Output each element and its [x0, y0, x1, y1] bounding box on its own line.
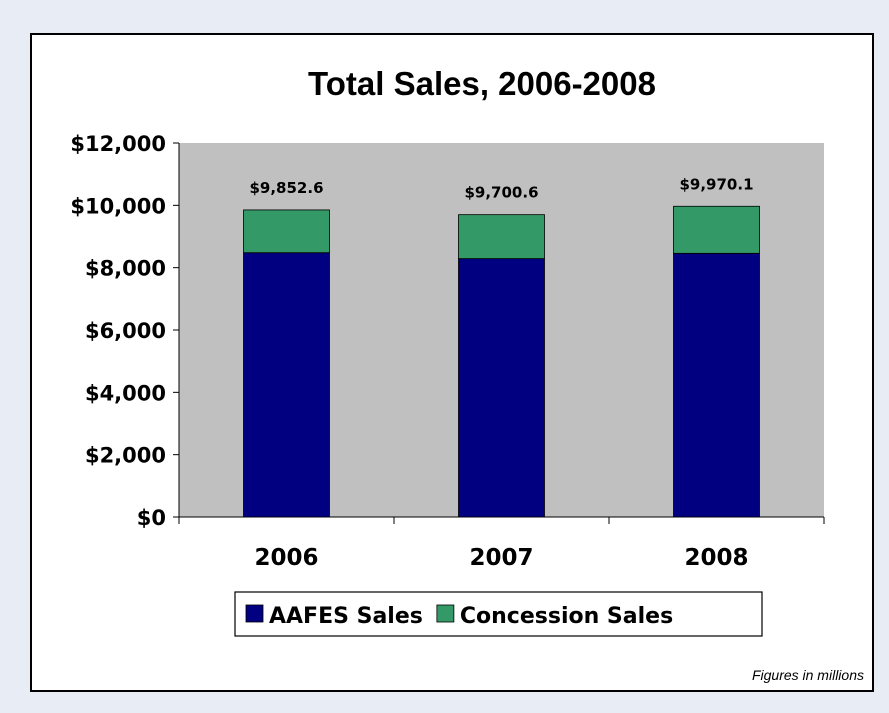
sales-chart: Total Sales, 2006-2008 $0 $2,000 $4,000 $6,…	[70, 65, 825, 637]
bar-concession-sales	[243, 209, 330, 254]
bar-aafes-sales	[458, 258, 545, 518]
data-label-total: $9,700.6	[464, 184, 538, 202]
x-tick-label: 2007	[469, 545, 533, 571]
x-tick-label: 2008	[684, 545, 748, 571]
chart-frame: Total Sales, 2006-2008 $0 $2,000 $4,000 $6,…	[30, 33, 874, 692]
legend: AAFES Sales Concession Sales	[234, 591, 763, 637]
legend-label-aafes-sales: AAFES Sales	[269, 604, 423, 629]
data-label-total: $9,970.1	[679, 175, 753, 193]
legend-swatch-concession-sales	[436, 604, 455, 623]
bar-aafes-sales	[673, 252, 760, 518]
y-tick-label: $10,000	[70, 194, 166, 218]
bar-concession-sales	[673, 205, 760, 254]
chart-title: Total Sales, 2006-2008	[308, 65, 656, 102]
x-tick-label: 2006	[254, 545, 318, 571]
y-tick-label: $8,000	[85, 257, 166, 281]
data-label-total: $9,852.6	[249, 179, 323, 197]
legend-label-concession-sales: Concession Sales	[460, 604, 673, 629]
y-tick-label: $2,000	[85, 444, 166, 468]
bar-aafes-sales	[243, 252, 330, 518]
y-tick-label: $12,000	[70, 132, 166, 156]
y-tick-label: $4,000	[85, 381, 166, 405]
footnote: Figures in millions	[751, 667, 864, 683]
y-tick-label: $6,000	[85, 319, 166, 343]
legend-box	[234, 591, 763, 637]
legend-swatch-aafes-sales	[245, 604, 264, 623]
bar-concession-sales	[458, 214, 545, 260]
y-tick-label: $0	[137, 506, 166, 530]
